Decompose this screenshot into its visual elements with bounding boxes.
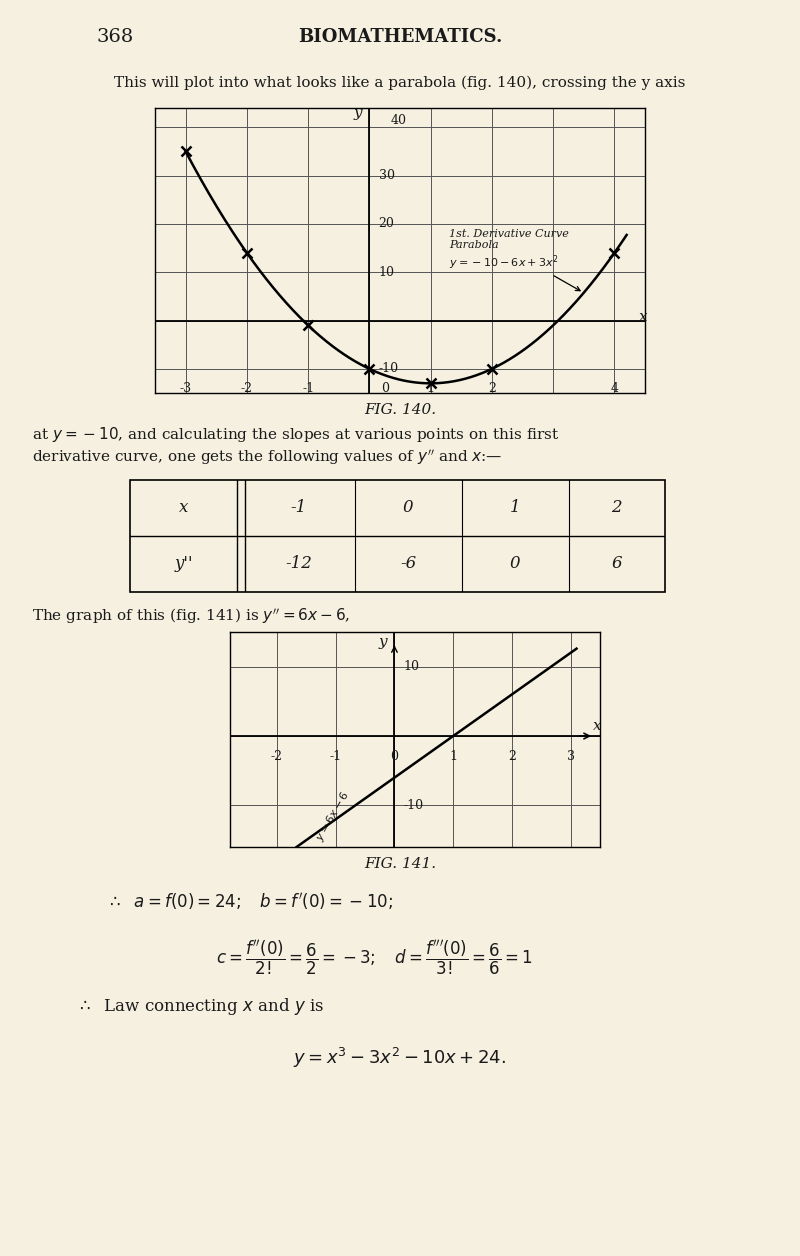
Text: 1: 1 <box>449 750 457 762</box>
Text: y: y <box>378 636 387 649</box>
Text: 0: 0 <box>381 382 389 396</box>
Text: -1: -1 <box>302 382 314 396</box>
Text: at ​$y = -10$, and calculating the slopes at various points on this first
deriva: at ​$y = -10$, and calculating the slope… <box>32 425 560 466</box>
Text: 3: 3 <box>566 750 574 762</box>
Text: 1: 1 <box>426 382 434 396</box>
Text: -10: -10 <box>403 799 423 811</box>
Text: 0: 0 <box>403 500 414 516</box>
Text: $y = x^3 - 3x^2 - 10x + 24.$: $y = x^3 - 3x^2 - 10x + 24.$ <box>294 1046 506 1070</box>
Text: 368: 368 <box>96 28 134 46</box>
Text: 30: 30 <box>378 170 394 182</box>
Text: 4: 4 <box>610 382 618 396</box>
Text: -2: -2 <box>241 382 253 396</box>
Text: -3: -3 <box>179 382 192 396</box>
Text: -6: -6 <box>400 555 416 573</box>
Text: 2: 2 <box>508 750 516 762</box>
Text: y'': y'' <box>174 555 193 573</box>
Text: 10: 10 <box>378 266 394 279</box>
Text: x: x <box>639 310 647 324</box>
Text: 0: 0 <box>510 555 521 573</box>
Text: -12: -12 <box>285 555 312 573</box>
Text: x: x <box>593 718 602 732</box>
Text: 0: 0 <box>390 750 398 762</box>
Text: The graph of this (fig. 141) is $y'' = 6x - 6$,: The graph of this (fig. 141) is $y'' = 6… <box>32 607 350 625</box>
Text: This will plot into what looks like a parabola (fig. 140), crossing the y axis: This will plot into what looks like a pa… <box>114 75 686 90</box>
Text: -10: -10 <box>378 362 398 376</box>
Text: $c = \dfrac{f''(0)}{2!} = \dfrac{6}{2} = -3;$   $d = \dfrac{f'''(0)}{3!} = \dfra: $c = \dfrac{f''(0)}{2!} = \dfrac{6}{2} =… <box>216 939 533 978</box>
Text: y: y <box>354 106 362 121</box>
Text: -2: -2 <box>271 750 283 762</box>
Text: 6: 6 <box>611 555 622 573</box>
Text: 2: 2 <box>488 382 496 396</box>
Text: 1: 1 <box>510 500 521 516</box>
Text: $\therefore$  Law connecting $x$ and $y$ is: $\therefore$ Law connecting $x$ and $y$ … <box>76 996 325 1017</box>
Text: x: x <box>179 500 188 516</box>
Text: $y=6x-6$: $y=6x-6$ <box>313 788 353 844</box>
Text: 40: 40 <box>391 113 407 127</box>
Text: 10: 10 <box>403 661 419 673</box>
Text: -1: -1 <box>330 750 342 762</box>
Text: -1: -1 <box>290 500 306 516</box>
Text: FIG. 141.: FIG. 141. <box>364 857 436 870</box>
Text: 1st. Derivative Curve
Parabola
$y=-10-6x+3x^2$: 1st. Derivative Curve Parabola $y=-10-6x… <box>449 229 580 290</box>
Text: FIG. 140.: FIG. 140. <box>364 403 436 417</box>
Text: BIOMATHEMATICS.: BIOMATHEMATICS. <box>298 28 502 46</box>
Text: $\therefore$  $a = f(0) = 24;$   $b = f'(0) = -10;$: $\therefore$ $a = f(0) = 24;$ $b = f'(0)… <box>106 891 393 912</box>
Text: 20: 20 <box>378 217 394 230</box>
Text: 2: 2 <box>611 500 622 516</box>
